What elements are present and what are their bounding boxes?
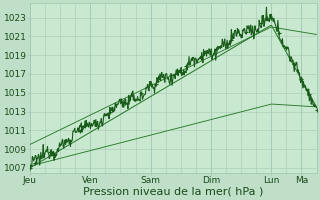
X-axis label: Pression niveau de la mer( hPa ): Pression niveau de la mer( hPa ) xyxy=(83,187,263,197)
